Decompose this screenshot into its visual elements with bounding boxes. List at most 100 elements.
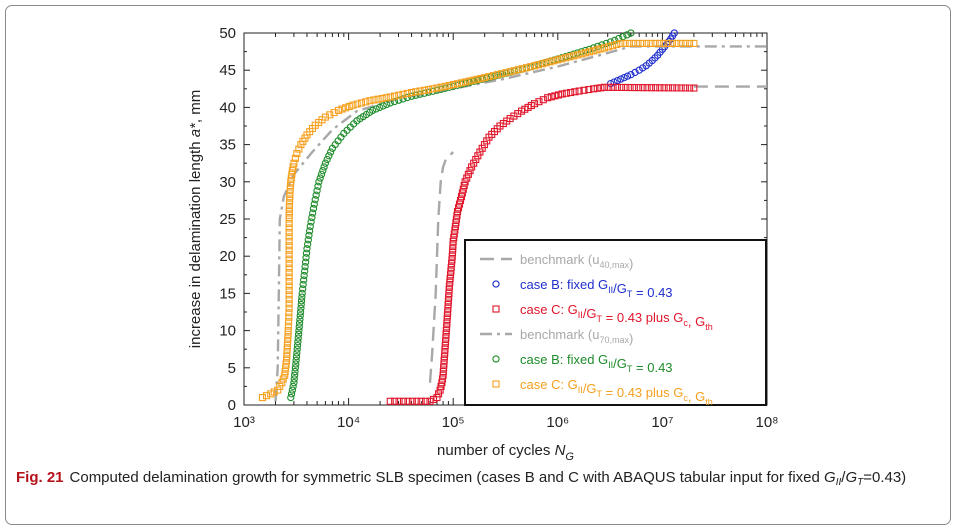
data-point [621, 39, 629, 47]
data-point [660, 84, 668, 92]
data-point [627, 71, 635, 79]
y-tick-label: 50 [219, 25, 236, 42]
data-point [539, 96, 547, 104]
data-point [622, 83, 630, 92]
data-point [293, 149, 301, 158]
x-tick-label: 10⁸ [755, 414, 778, 431]
data-point [534, 61, 543, 69]
data-point [451, 222, 459, 230]
data-point [285, 251, 293, 259]
data-point [620, 73, 628, 82]
data-point [510, 67, 518, 75]
data-point [353, 100, 361, 108]
data-point [297, 300, 305, 309]
data-point [295, 323, 303, 331]
data-point [292, 360, 300, 368]
data-point [300, 271, 308, 280]
data-point [677, 39, 685, 47]
data-point [390, 92, 399, 100]
data-point [571, 88, 579, 96]
data-point [287, 174, 295, 182]
data-point [283, 349, 291, 357]
data-point [441, 338, 450, 346]
data-point [315, 178, 323, 186]
data-point [285, 313, 293, 321]
caption-tail: =0.43) [863, 469, 907, 486]
data-point [296, 312, 304, 320]
data-point [647, 84, 655, 92]
delamination-chart: 0 5 10 15 20 25 30 35 40 45 50 10³ 10⁴ 10⁵ 10⁶ 10⁷ 10⁸ nu… [187, 25, 779, 462]
data-point [330, 109, 338, 117]
data-point [613, 83, 621, 91]
data-point [435, 390, 443, 398]
y-tick-label: 5 [228, 360, 236, 377]
data-point [309, 204, 318, 213]
data-point [285, 273, 293, 281]
data-point [469, 76, 477, 84]
data-point [323, 155, 331, 164]
data-point [326, 111, 334, 119]
data-point [677, 84, 685, 92]
data-point [635, 84, 643, 92]
data-point [593, 46, 601, 54]
data-point [404, 397, 412, 405]
data-point [570, 52, 578, 60]
data-point [442, 334, 450, 342]
data-point [274, 386, 282, 394]
data-point [282, 364, 290, 372]
data-point [294, 330, 303, 338]
data-point [285, 282, 293, 290]
caption-g2: G [845, 469, 858, 486]
data-point [690, 84, 698, 92]
data-point [454, 204, 463, 212]
data-point [627, 29, 635, 37]
data-point [306, 222, 314, 231]
data-point [299, 280, 307, 289]
data-point [476, 148, 484, 156]
data-point [477, 74, 485, 83]
data-point [292, 352, 301, 361]
data-point [535, 98, 543, 106]
data-point [601, 83, 609, 91]
data-point [445, 282, 453, 290]
data-point [643, 84, 651, 92]
data-point [619, 33, 627, 41]
legend-entry: case C: GII/GT = 0.43 plus Gc, Gth [520, 302, 713, 332]
data-point [303, 240, 312, 248]
data-point [369, 106, 377, 115]
data-point [403, 89, 411, 97]
data-point [498, 70, 506, 78]
data-point [669, 84, 677, 92]
figure-caption: Fig. 21 Computed delamination growth for … [16, 467, 936, 489]
data-point [558, 55, 566, 63]
data-point [285, 318, 293, 326]
data-point [448, 260, 456, 268]
data-point [446, 274, 454, 283]
data-point [379, 102, 387, 110]
data-point [291, 364, 300, 372]
legend-entry: case C: GII/GT = 0.43 plus Gc, Gth [520, 377, 713, 407]
data-point [284, 322, 292, 330]
data-point [664, 84, 672, 92]
data-point [440, 360, 448, 368]
data-point [285, 295, 293, 303]
data-point [453, 208, 462, 216]
data-point [287, 393, 295, 402]
data-point [625, 39, 633, 47]
data-point [284, 330, 292, 338]
data-point [326, 148, 335, 156]
series-group [258, 29, 767, 405]
data-point [285, 277, 293, 286]
data-point [285, 286, 293, 294]
data-point [554, 56, 562, 64]
data-point [317, 170, 326, 179]
data-point [609, 42, 617, 50]
data-point [442, 327, 450, 335]
data-point [575, 87, 583, 95]
data-point [290, 375, 298, 383]
y-tick-label: 0 [228, 397, 236, 414]
data-point [287, 390, 296, 398]
data-point [287, 178, 295, 186]
x-tick-label: 10⁷ [651, 414, 673, 431]
caption-text: Computed delamination growth for symmetr… [69, 469, 820, 486]
